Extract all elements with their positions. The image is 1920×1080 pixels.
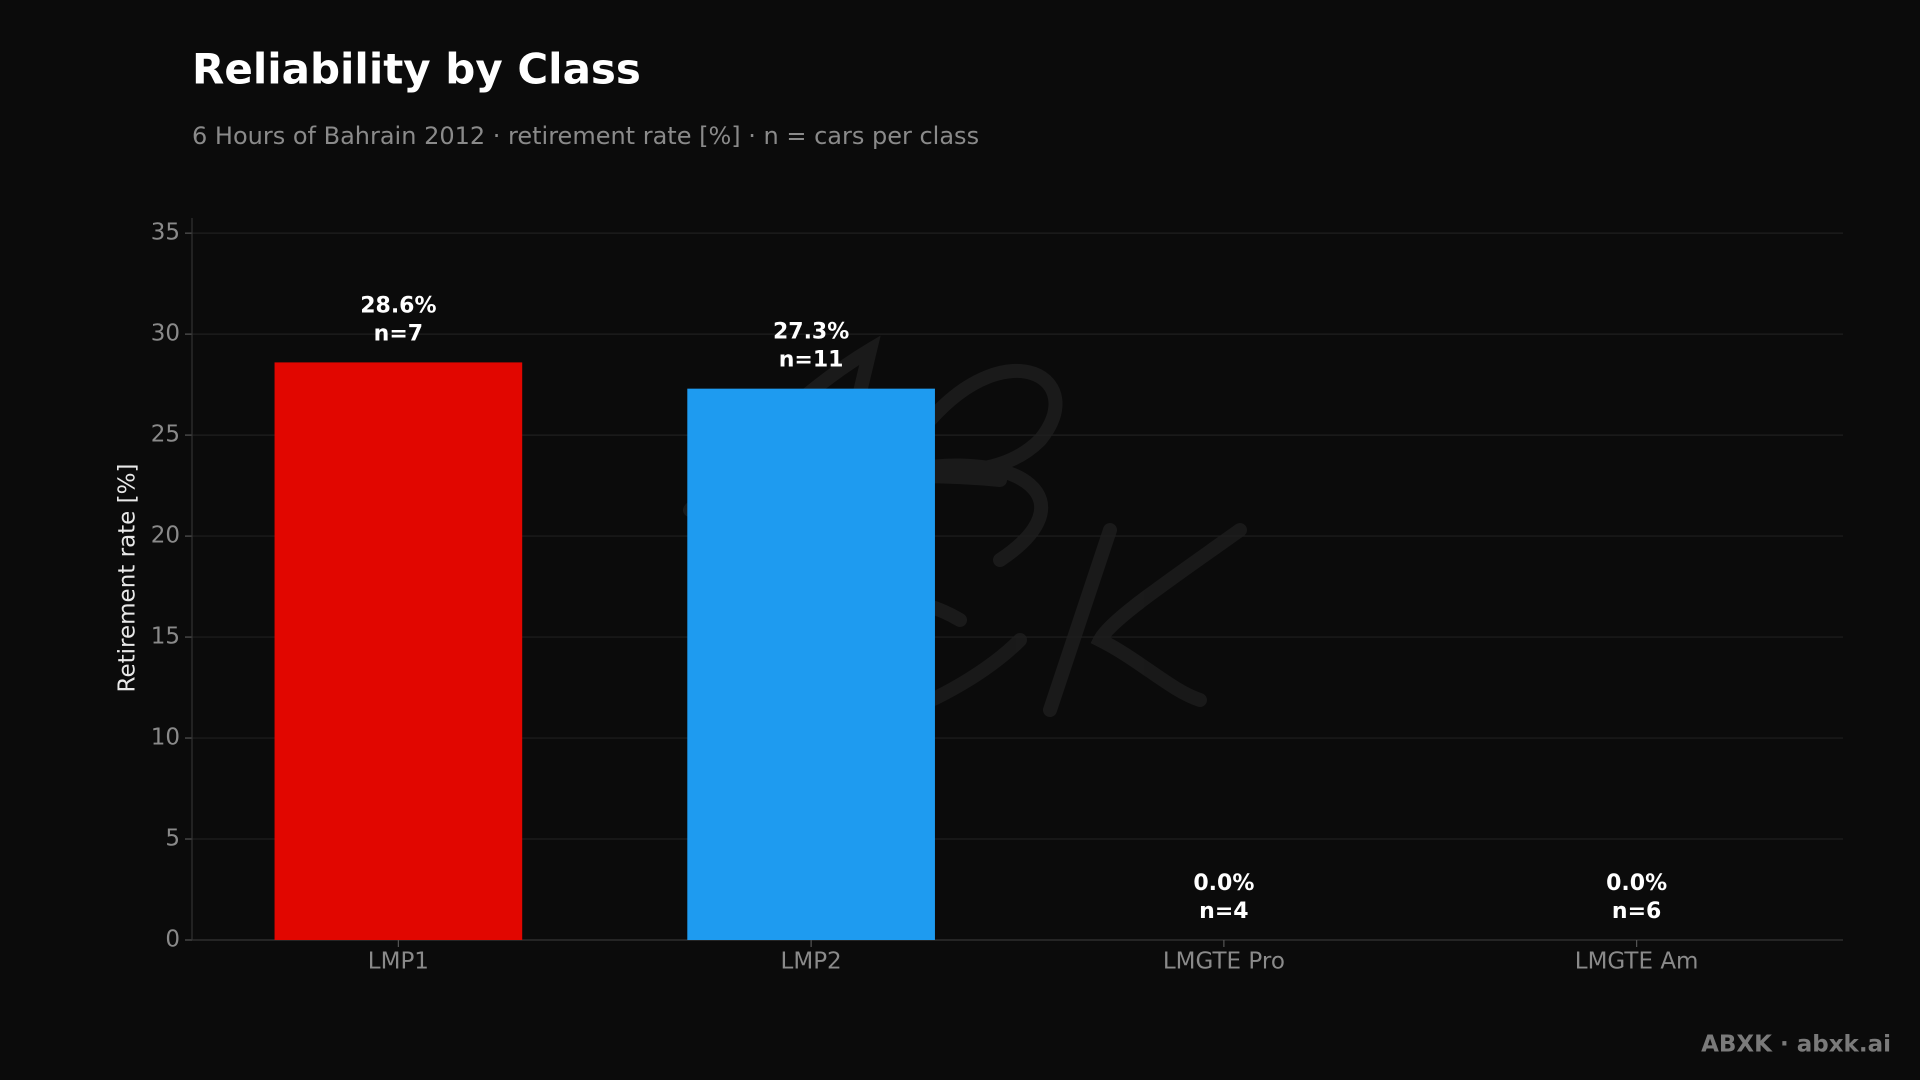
count-label: n=4	[1199, 899, 1248, 924]
value-label: 0.0%	[1606, 871, 1667, 896]
chart-subtitle: 6 Hours of Bahrain 2012 · retirement rat…	[192, 122, 979, 150]
y-tick-label: 10	[151, 725, 180, 751]
x-tick-label: LMP2	[781, 949, 842, 975]
value-label: 27.3%	[773, 320, 849, 345]
value-label: 0.0%	[1193, 871, 1254, 896]
count-label: n=7	[374, 321, 423, 346]
x-tick-label: LMGTE Am	[1575, 949, 1699, 975]
y-axis-label: Retirement rate [%]	[115, 464, 141, 693]
y-tick-label: 20	[151, 523, 180, 549]
x-tick-label: LMP1	[368, 949, 429, 975]
x-tick-label: LMGTE Pro	[1163, 949, 1285, 975]
footer: ABXK · abxk.ai	[1701, 1032, 1891, 1058]
y-tick-label: 30	[151, 321, 180, 347]
bar	[274, 362, 523, 940]
y-tick-label: 25	[151, 422, 180, 448]
value-label: 28.6%	[360, 293, 436, 318]
count-label: n=6	[1612, 899, 1661, 924]
y-tick-label: 0	[165, 927, 180, 953]
chart-title: Reliability by Class	[192, 45, 641, 94]
y-tick-label: 5	[165, 826, 180, 852]
count-label: n=11	[779, 348, 844, 373]
y-tick-label: 15	[151, 624, 180, 650]
y-tick-label: 35	[151, 220, 180, 246]
bar	[687, 388, 935, 940]
